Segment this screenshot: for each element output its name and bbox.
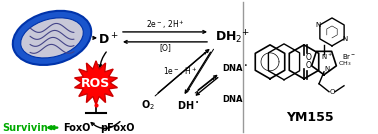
Text: 2e$^-$, 2H$^+$: 2e$^-$, 2H$^+$ bbox=[146, 19, 184, 31]
Ellipse shape bbox=[13, 11, 91, 65]
Text: DNA$^\bullet$: DNA$^\bullet$ bbox=[222, 62, 248, 73]
Text: DH$^\bullet$: DH$^\bullet$ bbox=[177, 99, 199, 111]
Text: O: O bbox=[306, 61, 312, 70]
Text: N: N bbox=[324, 66, 330, 72]
Text: N$^+$: N$^+$ bbox=[321, 52, 333, 62]
Text: Survivin: Survivin bbox=[2, 123, 48, 133]
Text: O$_2$: O$_2$ bbox=[141, 98, 155, 112]
Text: Br$^-$: Br$^-$ bbox=[342, 52, 356, 61]
Polygon shape bbox=[74, 61, 118, 105]
Text: D$^+$: D$^+$ bbox=[98, 32, 118, 48]
Text: ROS: ROS bbox=[81, 77, 111, 90]
Text: O: O bbox=[330, 89, 335, 95]
Text: 1e$^-$, H$^+$: 1e$^-$, H$^+$ bbox=[163, 65, 197, 78]
Text: DNA: DNA bbox=[222, 95, 243, 104]
Text: CH$_3$: CH$_3$ bbox=[338, 59, 352, 68]
Text: N: N bbox=[315, 22, 321, 28]
Text: YM155: YM155 bbox=[286, 111, 334, 124]
Ellipse shape bbox=[21, 18, 83, 58]
Text: O: O bbox=[306, 53, 312, 62]
Text: FoxO: FoxO bbox=[63, 123, 90, 133]
Text: pFoxO: pFoxO bbox=[100, 123, 135, 133]
Text: N: N bbox=[342, 36, 348, 42]
Text: DH$_2$$^{+}$: DH$_2$$^{+}$ bbox=[215, 28, 250, 46]
Text: [O]: [O] bbox=[159, 43, 171, 52]
